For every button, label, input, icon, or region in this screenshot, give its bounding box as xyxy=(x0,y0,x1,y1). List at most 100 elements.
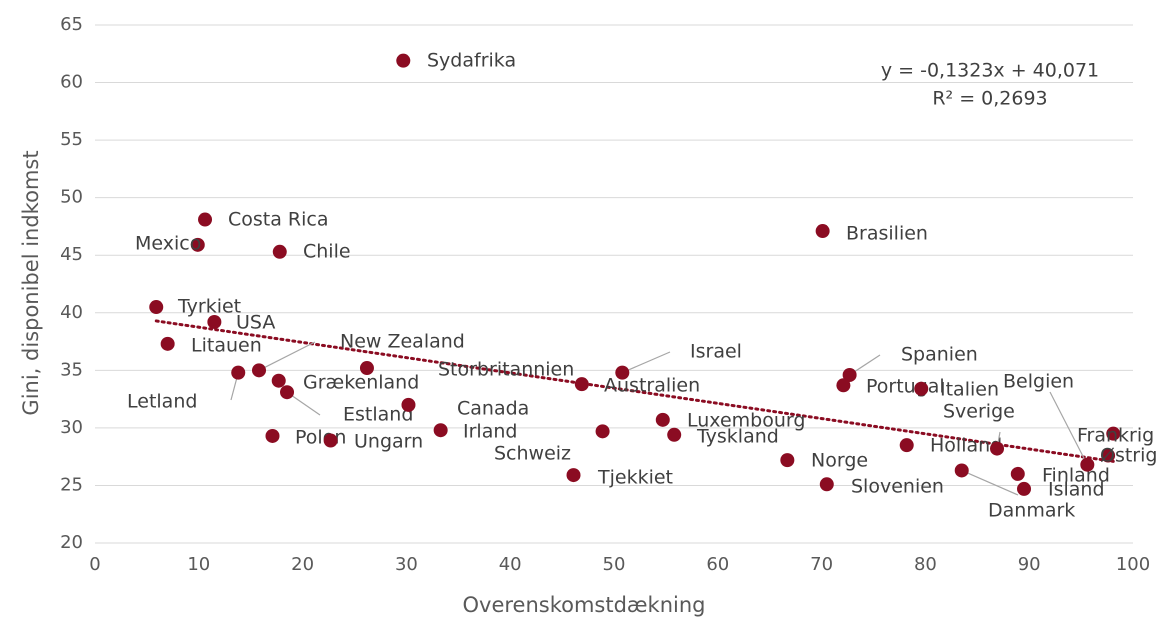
point xyxy=(842,367,857,382)
x-tick-label: 90 xyxy=(1018,554,1041,575)
point xyxy=(272,244,287,259)
point xyxy=(198,212,213,227)
point-label: Grækenland xyxy=(303,372,419,394)
y-tick-label: 35 xyxy=(60,359,83,380)
point-label: Slovenien xyxy=(851,476,944,498)
point xyxy=(433,423,448,438)
y-tick-label: 20 xyxy=(60,532,83,553)
point xyxy=(265,428,280,443)
point-label: Mexico xyxy=(135,233,201,255)
point xyxy=(359,361,374,376)
point-label: Australien xyxy=(604,375,700,397)
x-tick-label: 50 xyxy=(603,554,626,575)
point xyxy=(1080,457,1095,472)
point-label: Tyskland xyxy=(696,426,779,448)
leader-line xyxy=(622,351,671,374)
point-label: New Zealand xyxy=(340,331,465,353)
point xyxy=(914,381,929,396)
point-label: Italien xyxy=(940,379,999,401)
point-label: Finland xyxy=(1042,465,1110,487)
point xyxy=(595,424,610,439)
point xyxy=(252,363,267,378)
y-tick-label: 55 xyxy=(60,129,83,150)
point xyxy=(1010,466,1025,481)
y-tick-label: 30 xyxy=(60,417,83,438)
point-label: Tjekkiet xyxy=(597,467,673,489)
x-tick-label: 40 xyxy=(499,554,522,575)
point xyxy=(836,378,851,393)
point-label: Spanien xyxy=(901,344,978,366)
point-label: Danmark xyxy=(988,500,1075,522)
trendline xyxy=(154,319,1115,463)
x-tick-label: 30 xyxy=(395,554,418,575)
x-tick-label: 70 xyxy=(810,554,833,575)
point-label: Tyrkiet xyxy=(177,296,241,318)
point-label: Frankrig xyxy=(1077,425,1154,447)
x-tick-label: 100 xyxy=(1116,554,1150,575)
point-label: Storbritannien xyxy=(438,359,574,381)
point xyxy=(667,427,682,442)
point xyxy=(566,468,581,483)
point-label: Chile xyxy=(303,241,351,263)
point xyxy=(396,53,411,68)
point xyxy=(1106,426,1121,441)
x-tick-label: 20 xyxy=(291,554,314,575)
x-tick-label: 80 xyxy=(914,554,937,575)
point xyxy=(231,365,246,380)
point-label: Sydafrika xyxy=(427,50,516,72)
point-label: Holland xyxy=(930,435,1002,457)
x-tick-label: 60 xyxy=(706,554,729,575)
y-tick-label: 65 xyxy=(60,14,83,35)
point-label: USA xyxy=(236,312,275,334)
y-tick-label: 25 xyxy=(60,474,83,495)
point-label: Island xyxy=(1048,479,1105,501)
point-label: Østrig xyxy=(1100,445,1157,467)
point xyxy=(190,237,205,252)
point-label: Luxembourg xyxy=(687,410,805,432)
y-tick-label: 60 xyxy=(60,72,83,93)
point-label: Costa Rica xyxy=(228,209,329,231)
point xyxy=(207,314,222,329)
point-label: Brasilien xyxy=(846,223,928,245)
x-tick-label: 10 xyxy=(187,554,210,575)
point xyxy=(655,412,670,427)
point-label: Norge xyxy=(811,450,868,472)
point xyxy=(615,365,630,380)
y-tick-label: 40 xyxy=(60,302,83,323)
point-label: Letland xyxy=(127,391,197,413)
point xyxy=(990,441,1005,456)
point xyxy=(899,438,914,453)
point-label: Estland xyxy=(343,404,413,426)
point xyxy=(1017,481,1032,496)
x-axis-label: Overenskomstdækning xyxy=(462,593,705,617)
point-label: Israel xyxy=(690,341,742,363)
point xyxy=(1101,448,1116,463)
x-tick-label: 0 xyxy=(89,554,100,575)
point xyxy=(819,477,834,492)
point-label: Polen xyxy=(295,427,346,449)
point xyxy=(160,336,175,351)
point xyxy=(954,463,969,478)
y-axis-label: Gini, disponibel indkomst xyxy=(19,150,43,415)
point-label: Belgien xyxy=(1003,371,1074,393)
leader-line xyxy=(961,469,1019,496)
leader-line xyxy=(1049,391,1088,465)
point-label: Ungarn xyxy=(354,431,423,453)
y-tick-label: 45 xyxy=(60,244,83,265)
point xyxy=(280,385,295,400)
point-label: Schweiz xyxy=(494,443,571,465)
point-label: Irland xyxy=(463,421,517,443)
point-label: Canada xyxy=(457,398,529,420)
point xyxy=(401,397,416,412)
point xyxy=(271,373,286,388)
point xyxy=(780,453,795,468)
trend-equation: y = -0,1323x + 40,071 xyxy=(881,60,1099,82)
point xyxy=(574,377,589,392)
y-tick-label: 50 xyxy=(60,187,83,208)
trend-r2: R² = 0,2693 xyxy=(932,88,1047,110)
point-label: Portugal xyxy=(866,376,945,398)
point xyxy=(815,224,830,239)
leader-line xyxy=(258,341,316,371)
point-label: Sverige xyxy=(943,401,1015,423)
